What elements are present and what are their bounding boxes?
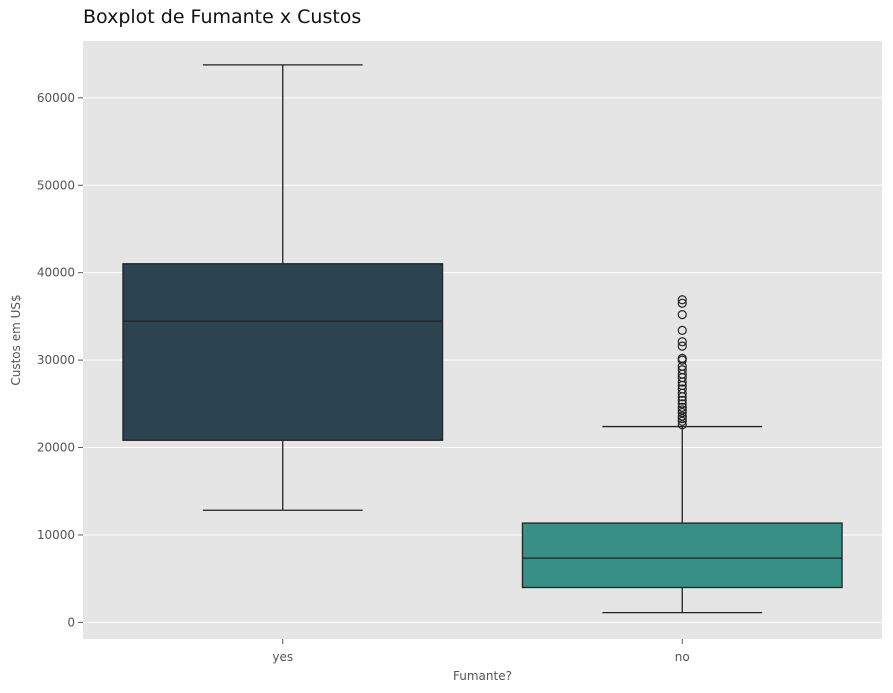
outlier-point [677,414,687,424]
outlier-point [677,310,687,320]
outlier-point [677,395,687,405]
y-tick-label: 40000 [37,266,75,280]
iqr-box [122,263,444,441]
outlier-point [677,337,687,347]
y-tick-label: 50000 [37,178,75,192]
y-tick-label: 0 [67,615,75,629]
x-axis-label: Fumante? [453,669,512,683]
iqr-box [521,522,843,589]
outlier-point [677,411,687,421]
box-yes [122,64,444,511]
y-tick-label: 20000 [37,441,75,455]
y-axis-label: Custos em US$ [9,294,23,385]
outlier-point [677,402,687,412]
outlier-point [677,405,687,415]
outlier-point [677,341,687,351]
x-tick-label: no [675,650,690,664]
outlier-point [677,295,687,305]
x-tick-label: yes [272,650,293,664]
outlier-point [677,365,687,375]
outlier-point [677,407,687,418]
outlier-point [677,384,687,394]
outlier-point [677,399,687,409]
box-no [521,295,843,614]
outlier-point [677,416,687,426]
y-tick-label: 10000 [37,528,75,542]
outlier-point [677,298,687,308]
y-tick-label: 60000 [37,91,75,105]
chart-title: Boxplot de Fumante x Custos [83,6,362,28]
outlier-point [677,353,687,363]
y-axis-ticks: 0 10000 20000 30000 40000 50000 60000 [37,91,83,629]
x-axis-ticks: yes no [272,639,690,664]
y-tick-label: 30000 [37,353,75,367]
box-groups [122,64,843,614]
outlier-point [677,420,687,430]
outlier-point [677,325,687,335]
